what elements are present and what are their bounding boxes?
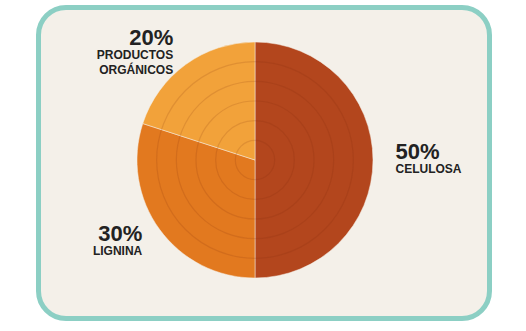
svg-text:50%: 50%: [396, 139, 440, 164]
svg-text:CELULOSA: CELULOSA: [396, 162, 462, 176]
svg-text:PRODUCTOSORGÁNICOS: PRODUCTOSORGÁNICOS: [97, 48, 173, 76]
svg-text:20%: 20%: [129, 25, 173, 50]
svg-text:LIGNINA: LIGNINA: [93, 244, 143, 258]
svg-text:30%: 30%: [98, 221, 142, 246]
